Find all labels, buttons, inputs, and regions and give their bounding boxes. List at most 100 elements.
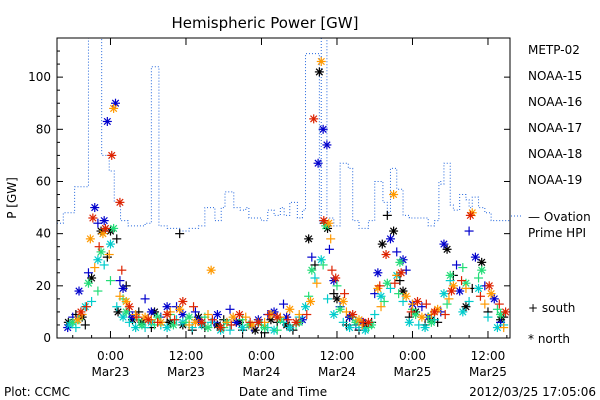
x-tick-time: 12:00 (320, 349, 355, 363)
noaa-17-north-point (109, 223, 119, 233)
noaa-16-south-point (464, 296, 474, 306)
metp-02-north-point (304, 234, 314, 244)
noaa-19-north-point (197, 317, 207, 327)
legend-entry-noaa-17: NOAA-17 (528, 121, 582, 135)
data-points (63, 56, 511, 338)
noaa-19-south-point (226, 320, 236, 330)
plot-frame (56, 37, 511, 339)
noaa-16-south-point (124, 317, 134, 327)
noaa-19-north-point (291, 317, 301, 327)
x-tick-date: Mar25 (469, 365, 507, 379)
noaa-19-north-point (178, 296, 188, 306)
noaa-17-north-point (203, 323, 213, 333)
noaa-18-south-point (461, 283, 471, 293)
noaa-17-north-point (445, 270, 455, 280)
noaa-19-north-point (272, 312, 282, 322)
noaa-19-north-point (430, 307, 439, 317)
noaa-19-north-point (331, 273, 341, 283)
noaa-17-north-point (395, 257, 405, 267)
noaa-18-north-point (401, 291, 411, 301)
noaa-19-north-point (319, 216, 329, 226)
legend-entry-noaa-15: NOAA-15 (528, 69, 582, 83)
noaa-18-north-point (85, 234, 95, 244)
noaa-18-south-point (376, 302, 386, 312)
noaa-16-south-point (71, 323, 81, 333)
noaa-17-south-point (105, 276, 115, 286)
noaa-15-north-point (318, 124, 328, 134)
noaa-19-south-point (457, 276, 467, 286)
noaa-18-north-point (285, 304, 295, 314)
noaa-18-south-point (326, 234, 336, 244)
noaa-15-south-point (93, 218, 103, 228)
noaa-19-south-point (94, 242, 104, 252)
noaa-19-south-point (82, 302, 92, 312)
y-axis-label: P [GW] (5, 177, 19, 219)
noaa-18-south-point (312, 278, 322, 288)
noaa-15-south-point (279, 299, 288, 309)
metp-02-south-point (329, 289, 339, 299)
noaa-15-south-point (83, 268, 93, 278)
metp-02-north-point (442, 244, 452, 254)
ovation-hpi-path (57, 37, 511, 232)
legend-south-marker: + south (528, 301, 575, 315)
noaa-16-south-point (87, 296, 97, 306)
metp-02-south-point (310, 260, 320, 270)
noaa-18-north-point (338, 296, 348, 306)
noaa-16-south-point (112, 302, 122, 312)
metp-02-south-point (395, 276, 405, 286)
noaa-17-south-point (272, 325, 282, 335)
noaa-18-north-point (306, 296, 316, 306)
noaa-19-south-point (475, 291, 485, 301)
legend-ovation-line2: Prime HPI (528, 226, 586, 240)
noaa-18-north-point (206, 265, 216, 275)
y-tick-label: 40 (36, 227, 51, 241)
noaa-18-south-point (184, 320, 194, 330)
noaa-19-south-point (421, 299, 431, 309)
noaa-18-north-point (486, 289, 496, 299)
noaa-16-north-point (118, 312, 128, 322)
noaa-17-south-point (458, 263, 468, 273)
noaa-18-south-point (115, 291, 125, 301)
noaa-15-north-point (102, 116, 112, 126)
noaa-18-north-point (73, 315, 83, 325)
noaa-19-north-point (396, 268, 406, 278)
noaa-16-south-point (323, 294, 333, 304)
noaa-17-south-point (318, 260, 328, 270)
noaa-18-north-point (175, 304, 185, 314)
noaa-17-south-point (332, 281, 342, 291)
x-tick-time: 0:00 (97, 349, 124, 363)
x-tick-time: 12:00 (169, 349, 204, 363)
noaa-17-north-point (184, 312, 194, 322)
noaa-19-south-point (132, 312, 142, 322)
noaa-18-north-point (109, 103, 119, 113)
noaa-16-north-point (345, 323, 355, 333)
y-axis-ticks: 0 20 40 60 80 100 (28, 50, 510, 345)
noaa-16-north-point (404, 317, 414, 327)
noaa-16-south-point (338, 317, 348, 327)
y-tick-label: 0 (43, 331, 51, 345)
noaa-19-south-point (375, 281, 385, 291)
x-tick-time: 0:00 (248, 349, 275, 363)
noaa-15-north-point (322, 140, 332, 150)
noaa-19-north-point (484, 281, 494, 291)
noaa-16-north-point (105, 239, 115, 249)
metp-02-north-point (389, 226, 399, 236)
noaa-16-south-point (225, 325, 235, 335)
noaa-16-north-point (474, 283, 484, 293)
noaa-17-north-point (168, 320, 178, 330)
noaa-17-south-point (93, 286, 103, 296)
x-axis-ticks: 0:00 Mar23 12:00 Mar23 0:00 Mar24 12:00 Mar24 0:… (72, 38, 508, 379)
noaa-15-north-point (470, 252, 480, 262)
y-tick-label: 100 (28, 70, 51, 84)
noaa-19-south-point (390, 278, 400, 288)
noaa-18-south-point (444, 294, 454, 304)
noaa-18-north-point (121, 296, 131, 306)
noaa-18-south-point (90, 263, 100, 273)
legend: METP-02 NOAA-15 NOAA-16 NOAA-17 NOAA-18 NOAA-… (528, 43, 582, 187)
x-tick-date: Mar23 (92, 365, 130, 379)
noaa-19-north-point (465, 210, 475, 220)
noaa-16-north-point (329, 310, 339, 320)
noaa-17-north-point (83, 278, 93, 288)
noaa-19-north-point (253, 317, 263, 327)
noaa-18-south-point (499, 323, 509, 333)
